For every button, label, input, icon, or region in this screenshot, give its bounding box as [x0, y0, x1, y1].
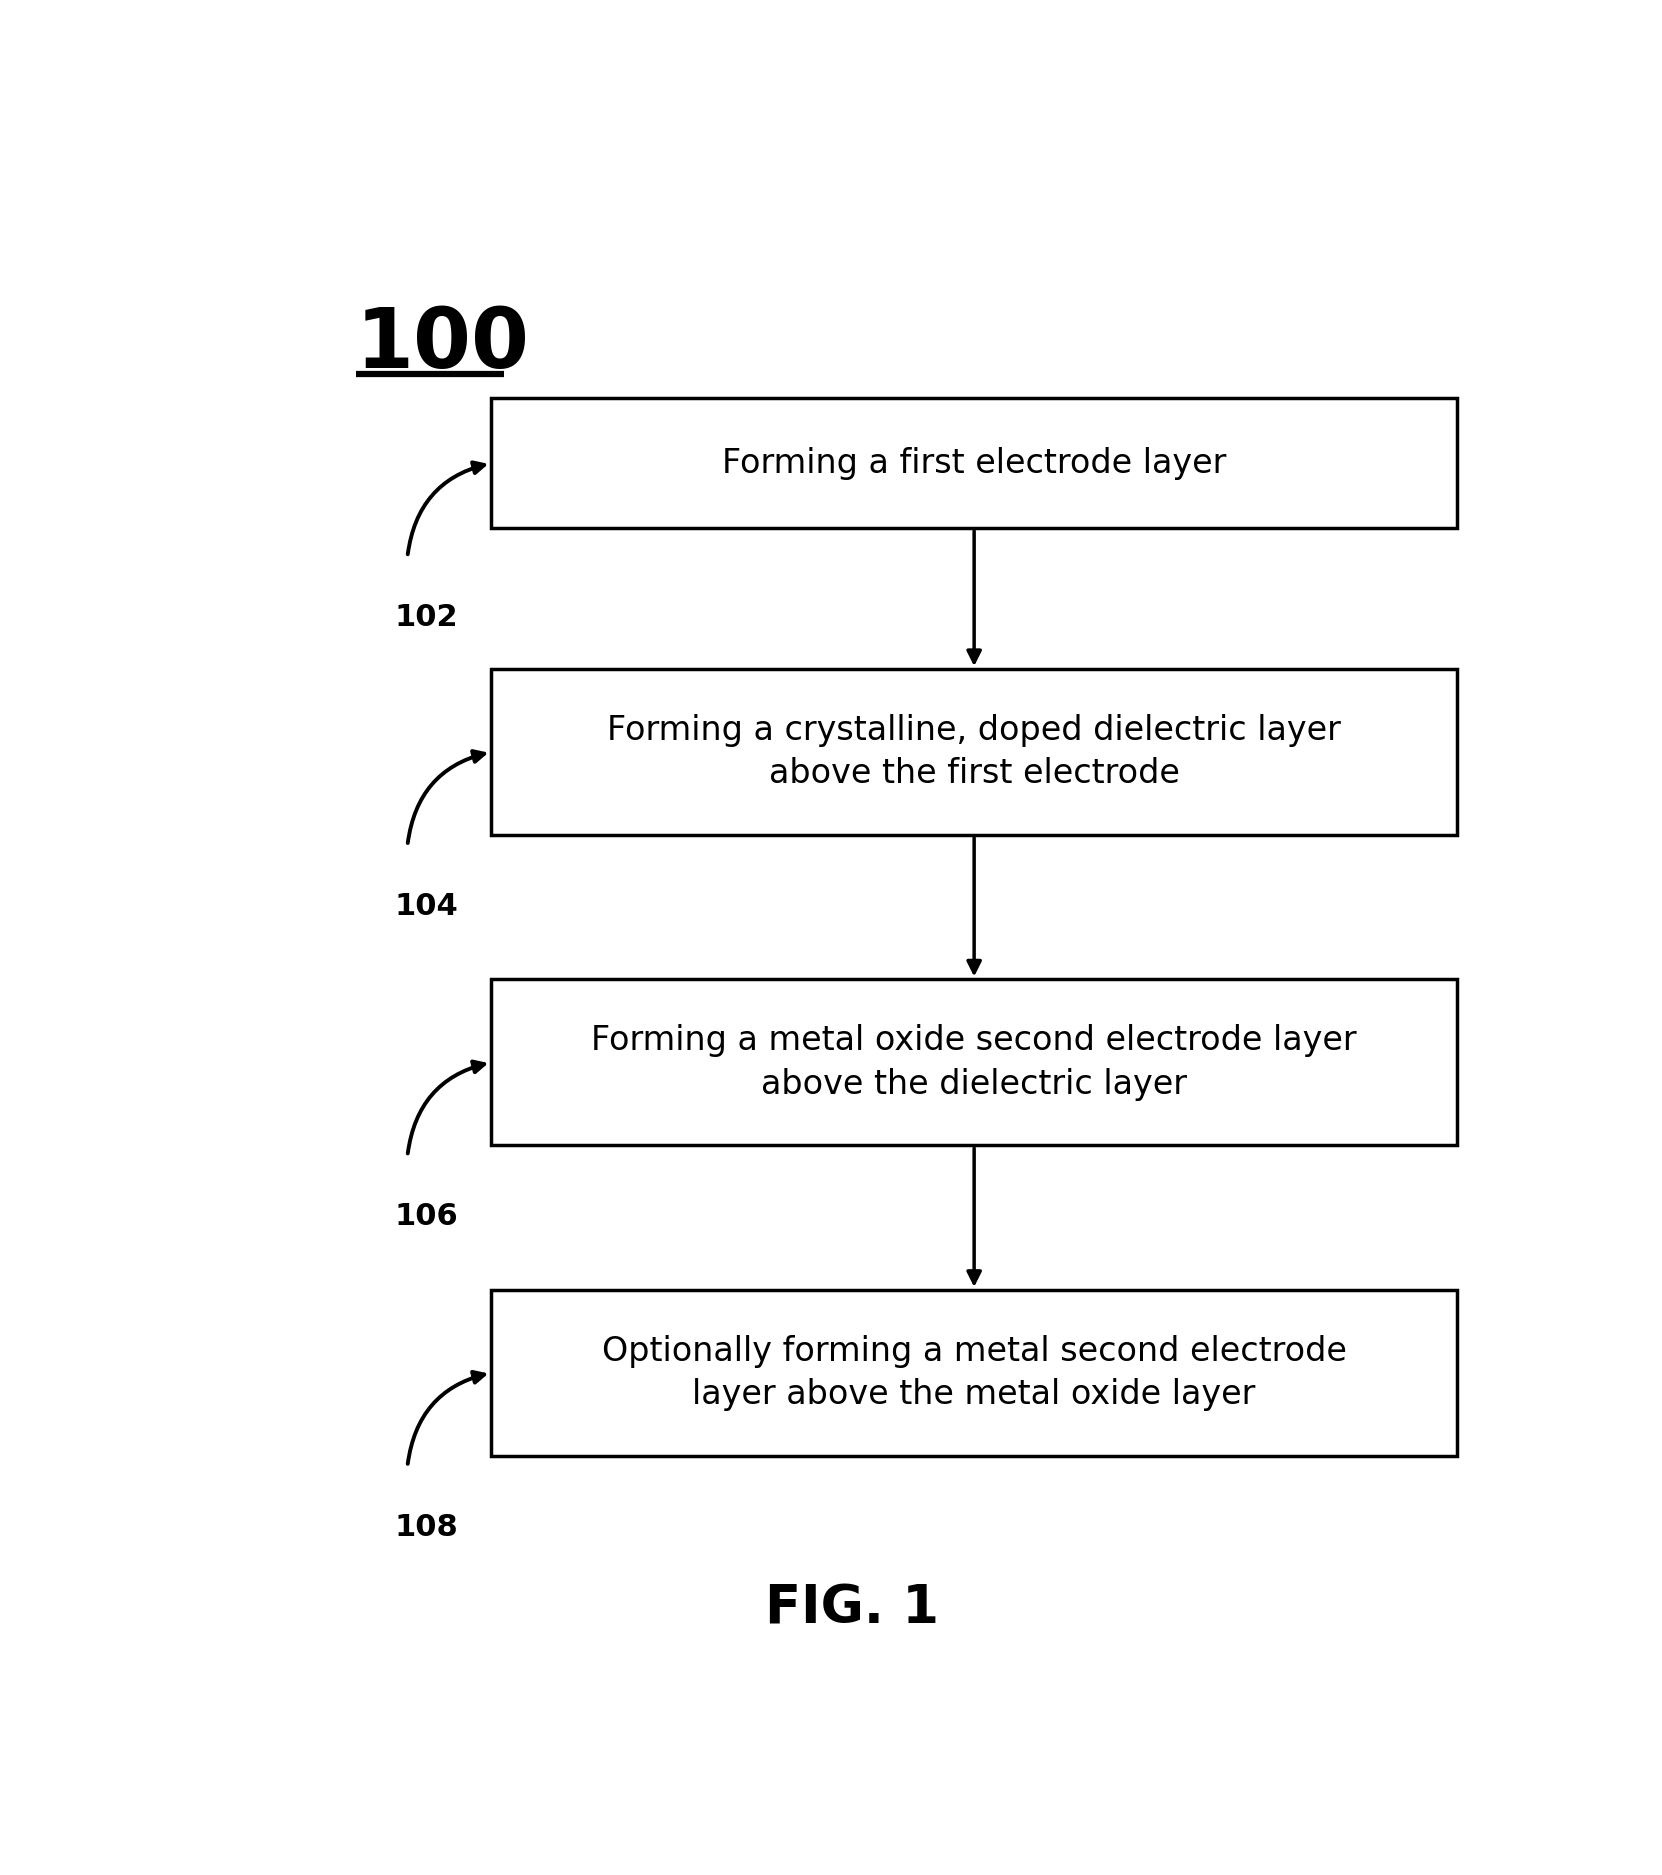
FancyArrowPatch shape — [407, 463, 484, 555]
Text: Forming a first electrode layer: Forming a first electrode layer — [721, 446, 1227, 480]
FancyArrowPatch shape — [407, 1372, 484, 1464]
FancyArrowPatch shape — [407, 1061, 484, 1153]
Text: 108: 108 — [394, 1513, 459, 1541]
FancyBboxPatch shape — [492, 669, 1458, 834]
Text: 104: 104 — [394, 892, 459, 921]
FancyArrowPatch shape — [407, 752, 484, 844]
FancyBboxPatch shape — [492, 398, 1458, 529]
Text: FIG. 1: FIG. 1 — [765, 1582, 939, 1635]
Text: Forming a crystalline, doped dielectric layer
above the first electrode: Forming a crystalline, doped dielectric … — [607, 714, 1341, 789]
Text: 102: 102 — [394, 604, 459, 632]
Text: Optionally forming a metal second electrode
layer above the metal oxide layer: Optionally forming a metal second electr… — [602, 1335, 1346, 1412]
FancyBboxPatch shape — [492, 1290, 1458, 1455]
FancyBboxPatch shape — [492, 979, 1458, 1146]
Text: 100: 100 — [356, 304, 530, 386]
Text: 106: 106 — [394, 1202, 459, 1232]
Text: Forming a metal oxide second electrode layer
above the dielectric layer: Forming a metal oxide second electrode l… — [592, 1024, 1356, 1101]
